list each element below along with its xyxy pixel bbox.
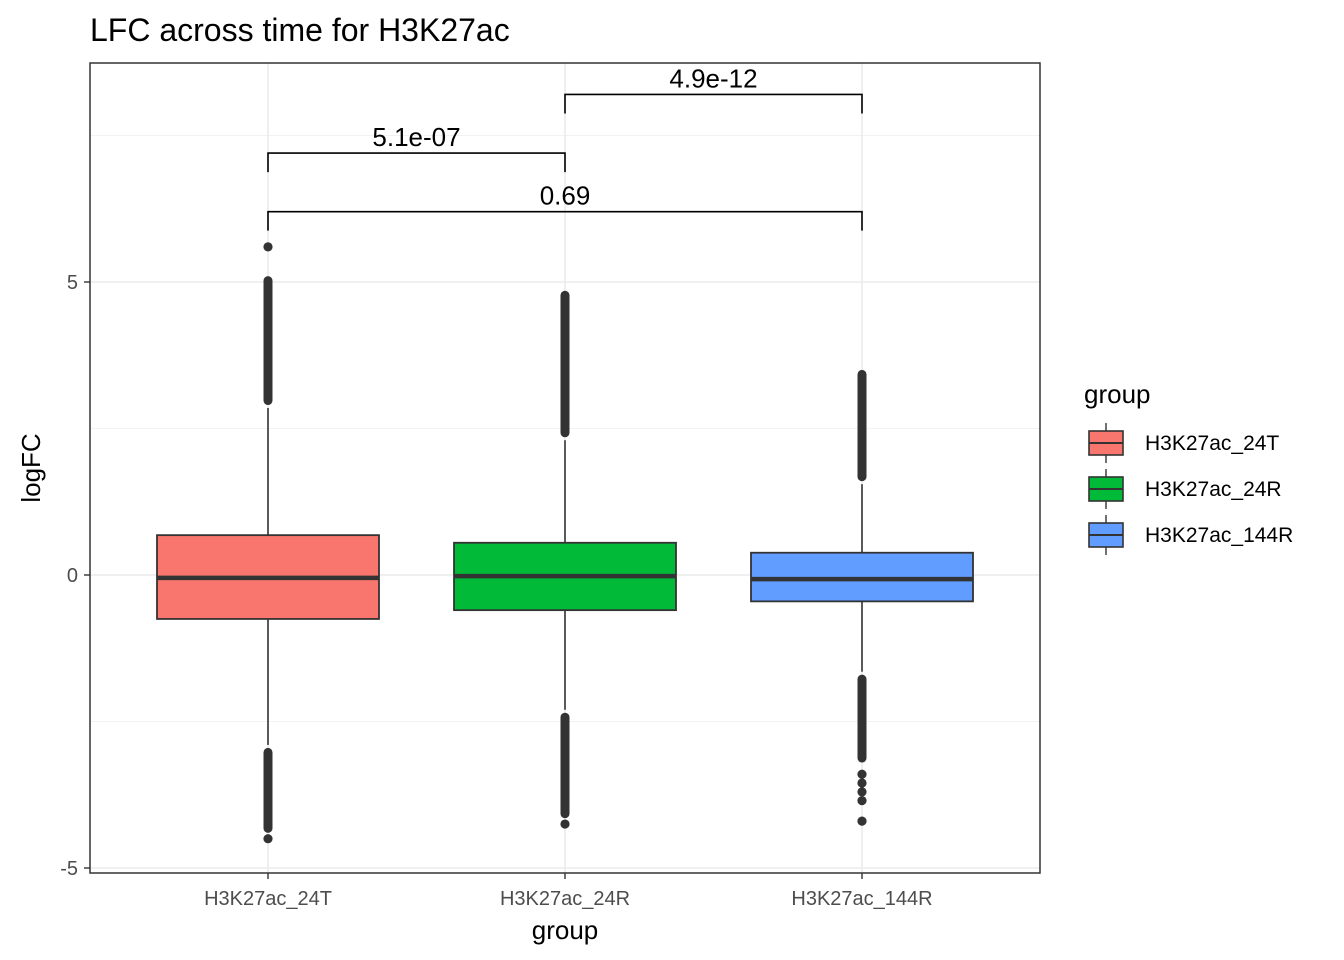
x-axis-title: group (532, 915, 599, 945)
comparison-bracket: 0.69 (267, 181, 863, 231)
outlier-point (263, 242, 273, 252)
legend-label: H3K27ac_144R (1145, 524, 1293, 547)
outlier-point (857, 796, 867, 806)
legend-entry: H3K27ac_144R (1088, 515, 1293, 555)
outlier-band (857, 369, 867, 482)
y-tick-label: 5 (67, 272, 78, 294)
outlier-band (263, 276, 273, 406)
x-tick-label: H3K27ac_144R (791, 888, 932, 910)
bracket-line (267, 210, 863, 231)
boxes (156, 242, 974, 844)
outlier-band (263, 747, 273, 833)
bracket-line (267, 152, 566, 173)
box-H3K27ac_24R (453, 290, 677, 829)
panel-border (89, 62, 1041, 874)
outlier-band (560, 290, 570, 438)
outlier-point (857, 769, 867, 779)
significance-brackets: 5.1e-07 4.9e-12 0.69 (267, 63, 863, 231)
box-H3K27ac_24T (156, 242, 380, 844)
bracket-line (564, 93, 863, 114)
legend-label: H3K27ac_24T (1145, 432, 1279, 455)
outlier-point (857, 816, 867, 826)
outlier-band (857, 674, 867, 763)
outlier-point (857, 778, 867, 788)
y-tick-label: -5 (60, 858, 78, 880)
outlier-point (263, 834, 273, 844)
legend-entry: H3K27ac_24R (1088, 469, 1282, 509)
outlier-point (560, 819, 570, 829)
legend-entry: H3K27ac_24T (1088, 423, 1279, 463)
p-value-label: 0.69 (540, 181, 591, 211)
legend-title: group (1084, 379, 1151, 409)
outlier-band (560, 712, 570, 819)
p-value-label: 5.1e-07 (372, 122, 460, 152)
comparison-bracket: 5.1e-07 (267, 122, 566, 173)
axis-ticks: -5 0 5 H3K27ac_24T H3K27ac_24R H3K27ac_144R (60, 272, 932, 910)
x-tick-label: H3K27ac_24R (500, 888, 630, 910)
outlier-point (857, 787, 867, 797)
legend: group H3K27ac_24T H3K27ac_24R H3K27ac_144R (1084, 379, 1293, 555)
chart-title: LFC across time for H3K27ac (90, 12, 510, 48)
y-tick-label: 0 (67, 565, 78, 587)
p-value-label: 4.9e-12 (669, 63, 757, 93)
x-tick-label: H3K27ac_24T (204, 888, 332, 910)
y-axis-title: logFC (16, 433, 46, 502)
legend-label: H3K27ac_24R (1145, 478, 1282, 501)
comparison-bracket: 4.9e-12 (564, 63, 863, 114)
box-H3K27ac_144R (750, 369, 974, 826)
